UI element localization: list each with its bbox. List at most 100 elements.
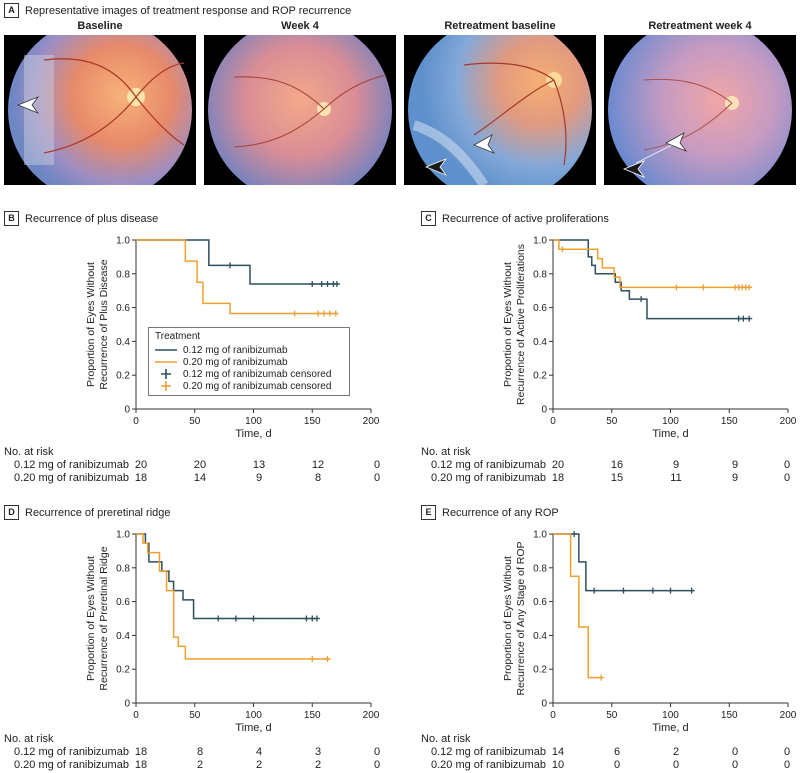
risk-row: 0.20 mg of ranibizumab 18 2 2 2 0 [4, 759, 380, 772]
censor-mark [309, 656, 316, 663]
x-tick-label: 50 [189, 416, 201, 427]
risk-row: 0.12 mg of ranibizumab 18 8 4 3 0 [4, 746, 380, 759]
risk-value: 14 [193, 472, 207, 484]
risk-table-b: No. at risk 0.12 mg of ranibizumab 20 20… [4, 446, 380, 485]
x-axis-label: Time, d [652, 722, 688, 734]
y-axis-label: Recurrence of Any Stage of ROP [515, 541, 527, 695]
panel-b-letter: B [4, 211, 19, 226]
panel-d-letter: D [4, 505, 19, 520]
risk-value: 20 [193, 459, 207, 471]
risk-header: No. at risk [4, 446, 54, 458]
fundus-photo [204, 35, 396, 185]
censor-mark [333, 280, 340, 287]
risk-value: 0 [373, 472, 381, 484]
x-tick-label: 200 [780, 416, 797, 427]
y-tick-label: 0.4 [533, 631, 547, 642]
legend-item-012-censored: 0.12 mg of ranibizumab censored [155, 368, 343, 380]
arrowhead-white-icon [473, 134, 496, 154]
risk-value: 0 [373, 746, 381, 758]
risk-row: 0.12 mg of ranibizumab 20 16 9 9 0 [421, 459, 797, 472]
y-tick-label: 0.4 [116, 337, 130, 348]
y-tick-label: 0.2 [116, 665, 130, 676]
risk-row-label: 0.20 mg of ranibizumab [14, 759, 129, 771]
y-axis-label: Recurrence of Active Proliferations [515, 244, 527, 405]
risk-value: 0 [373, 759, 381, 771]
x-axis-label: Time, d [235, 722, 271, 734]
risk-value: 3 [314, 746, 322, 758]
risk-value: 9 [255, 472, 263, 484]
censor-mark [620, 587, 627, 594]
x-tick-label: 0 [133, 710, 139, 721]
legend-item-012: 0.12 mg of ranibizumab [155, 344, 343, 356]
x-tick-label: 100 [662, 416, 679, 427]
censor-mark [559, 246, 566, 253]
risk-row: 0.12 mg of ranibizumab 20 20 13 12 0 [4, 459, 380, 472]
fundus-caption: Week 4 [281, 20, 319, 32]
censor-mark [740, 315, 747, 322]
censor-mark [591, 587, 598, 594]
fundus-image-week4: Week 4 [204, 20, 396, 185]
x-tick-label: 150 [304, 416, 321, 427]
risk-value: 18 [134, 746, 148, 758]
x-tick-label: 100 [245, 710, 262, 721]
legend-title: Treatment [155, 331, 201, 342]
km-series-line [553, 533, 694, 592]
legend-item-020: 0.20 mg of ranibizumab [155, 356, 343, 368]
risk-row: 0.20 mg of ranibizumab 18 15 11 9 0 [421, 472, 797, 485]
x-tick-label: 50 [189, 710, 201, 721]
panel-d-title: Recurrence of preretinal ridge [25, 506, 171, 519]
x-tick-label: 150 [721, 710, 738, 721]
legend-label: 0.12 mg of ranibizumab censored [183, 368, 332, 380]
risk-value: 15 [610, 472, 624, 484]
censor-mark [291, 310, 298, 317]
plus-icon [155, 369, 177, 379]
panel-c-letter: C [421, 211, 436, 226]
x-tick-label: 200 [780, 710, 797, 721]
y-tick-label: 0.2 [533, 665, 547, 676]
risk-value: 8 [196, 746, 204, 758]
y-axis-label: Recurrence of Plus Disease [98, 259, 110, 389]
y-tick-label: 0.6 [116, 303, 130, 314]
risk-table-d: No. at risk 0.12 mg of ranibizumab 18 8 … [4, 733, 380, 772]
risk-value: 2 [672, 746, 680, 758]
y-tick-label: 0.2 [116, 371, 130, 382]
censor-mark [667, 587, 674, 594]
panel-a-letter: A [4, 3, 19, 18]
fundus-caption: Retreatment week 4 [648, 20, 752, 32]
risk-header: No. at risk [421, 446, 471, 458]
risk-value: 0 [731, 746, 739, 758]
x-tick-label: 150 [304, 710, 321, 721]
risk-value: 18 [551, 472, 565, 484]
risk-value: 2 [196, 759, 204, 771]
x-tick-label: 0 [550, 416, 556, 427]
y-axis-label: Proportion of Eyes Without [85, 262, 97, 387]
risk-value: 14 [551, 746, 565, 758]
censor-mark [309, 280, 316, 287]
x-axis-label: Time, d [235, 428, 271, 440]
risk-value: 0 [613, 759, 621, 771]
km-series-line [136, 239, 339, 285]
risk-row-label: 0.20 mg of ranibizumab [14, 472, 129, 484]
panel-a-title: Representative images of treatment respo… [25, 4, 352, 17]
censor-mark [326, 310, 333, 317]
plus-icon [155, 381, 177, 391]
censor-mark [303, 615, 310, 622]
km-series-line [136, 239, 339, 315]
risk-header: No. at risk [4, 733, 54, 745]
risk-value: 12 [311, 459, 325, 471]
y-tick-label: 0 [541, 699, 547, 710]
km-series-line [553, 239, 751, 320]
censor-mark [571, 531, 578, 537]
x-axis-label: Time, d [652, 428, 688, 440]
x-tick-label: 50 [606, 416, 618, 427]
y-tick-label: 0.6 [116, 597, 130, 608]
censor-mark [746, 284, 753, 291]
censor-mark [673, 284, 680, 291]
panel-b-title: Recurrence of plus disease [25, 212, 159, 225]
fundus-photo [4, 35, 196, 185]
risk-row: 0.20 mg of ranibizumab 18 14 9 8 0 [4, 472, 380, 485]
y-tick-label: 0.8 [116, 563, 130, 574]
censor-mark [250, 615, 257, 622]
panel-a-header: A Representative images of treatment res… [4, 3, 351, 18]
